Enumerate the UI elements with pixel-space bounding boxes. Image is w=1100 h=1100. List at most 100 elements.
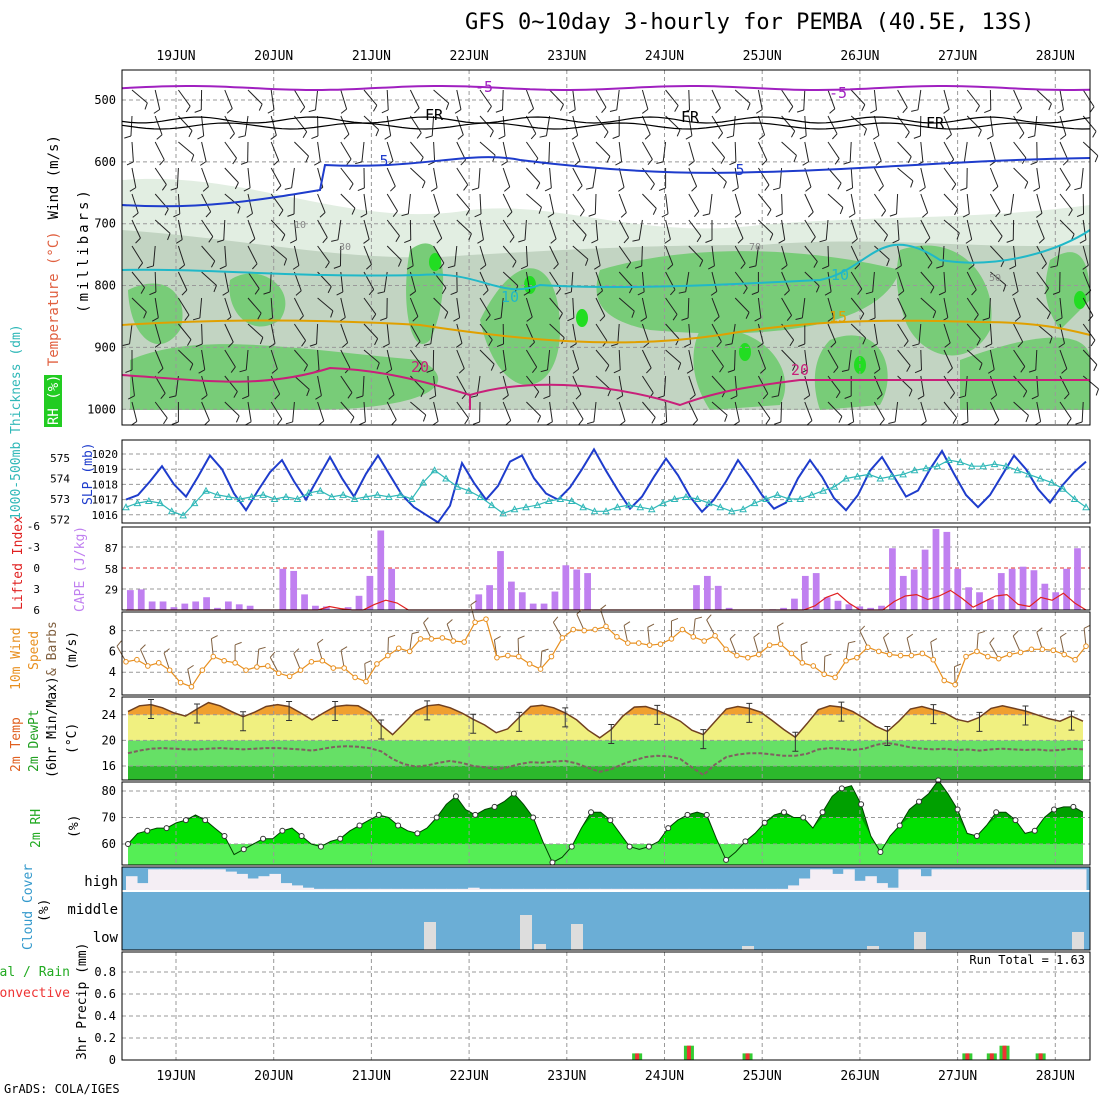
thickness-marker (693, 494, 702, 502)
upper-air-frame (121, 69, 1091, 426)
wind-barb-flag (610, 343, 618, 347)
wind-speed-point (385, 652, 391, 659)
day-label-top: 25JUN (743, 49, 782, 64)
wind-barb (547, 349, 551, 370)
wind-barb (595, 89, 607, 108)
wind-barb (177, 245, 186, 266)
wind-barb-flag (1031, 395, 1039, 400)
wind-barb-flag (202, 186, 209, 192)
wind-barb-flag (366, 264, 372, 270)
wind-barb-flag (456, 342, 463, 348)
wind-barb-flag (336, 291, 344, 296)
wind-speed-point (341, 665, 347, 671)
rh2m-point (356, 822, 363, 829)
wind-barb (1080, 167, 1084, 188)
wind-barb-flag (520, 265, 528, 270)
thickness-marker (202, 486, 210, 494)
wind-barb (361, 141, 365, 162)
wind-barb (1012, 635, 1022, 653)
wind-barb-flag (1028, 369, 1036, 373)
wind-barb-flag (1055, 317, 1063, 322)
wind-barb-flag (205, 211, 212, 218)
wind-barb (1059, 401, 1072, 419)
thickness-marker (145, 497, 153, 505)
wind-barb (293, 89, 306, 108)
thickness-marker (499, 509, 507, 517)
wind-barb-flag (777, 622, 784, 627)
wind-barb-flag (601, 107, 607, 114)
wind-barb-flag (623, 237, 629, 244)
rh2m-point (1070, 803, 1077, 810)
wind-barb-flag (1094, 155, 1099, 163)
wind-barb-flag (325, 261, 330, 269)
grads-credit: GrADS: COLA/IGES (4, 1082, 120, 1096)
wind-speed-point (603, 623, 609, 630)
wind-barb (410, 401, 427, 416)
wind-barb (1010, 193, 1015, 214)
wind-barb (433, 219, 443, 239)
wind-barb-flag (689, 394, 696, 400)
wind-barb-flag (912, 343, 920, 347)
wind-barb (966, 245, 975, 265)
wind-barb-flag (587, 421, 595, 425)
rh2m-point (395, 822, 402, 829)
wind-barb-flag (910, 180, 914, 188)
wind-barb (850, 167, 854, 188)
wind-barb (874, 245, 890, 260)
wind-barb (572, 167, 583, 186)
wind-barb (663, 375, 667, 396)
high-cloud-gap (909, 869, 921, 890)
wind-barb-flag (506, 211, 513, 218)
high-cloud-gap (1030, 869, 1043, 890)
wind-barb-flag (769, 233, 774, 241)
rh2m-tick-label: 70 (102, 811, 116, 825)
precip-convective-bar (686, 1045, 691, 1060)
wind-barb (642, 193, 657, 209)
thickness-marker (682, 492, 690, 500)
wind-barb-flag (892, 239, 900, 244)
wind-speed-point (123, 659, 129, 665)
wind-barb-flag (380, 317, 388, 321)
wind-speed-point (614, 634, 620, 640)
wind-barb (154, 297, 159, 318)
wind-barb (270, 89, 275, 110)
wind-barb-flag (762, 393, 769, 400)
wind-barb (943, 323, 951, 344)
wind-barb-flag (1044, 287, 1049, 295)
cape-bar (573, 569, 581, 610)
wind-barb-flag (708, 265, 715, 270)
wind-barb (850, 297, 865, 314)
wind-barb-flag (195, 343, 203, 348)
wind-barb-flag (363, 238, 370, 244)
wind-barb-flag (824, 291, 832, 296)
wind-barb (479, 323, 493, 341)
temp-minmax-bar (930, 704, 937, 725)
wind-barb-flag (705, 239, 713, 243)
wind-barb (525, 141, 539, 159)
wind-barb (641, 297, 648, 318)
rh-70-region (596, 251, 900, 334)
thickness-marker (133, 499, 142, 507)
wind-barb (641, 323, 650, 344)
wind-barb-flag (905, 131, 910, 139)
wind-barb (850, 89, 866, 105)
wind-barb (711, 115, 724, 134)
wind-barb-flag (844, 395, 852, 399)
ylabel-part: Speed (27, 631, 42, 670)
wind-barb (1059, 349, 1068, 369)
pressure-tick-label: 600 (94, 155, 116, 169)
wind-barb (363, 297, 377, 315)
wind-barb (456, 141, 467, 161)
wind-barb (363, 349, 380, 364)
wind-barb (340, 401, 355, 418)
wind-barb (883, 637, 891, 655)
wind-barb-flag (259, 337, 264, 345)
wind-speed-point (363, 678, 369, 685)
contour-freezing (121, 116, 1091, 124)
thickness-marker (465, 486, 473, 494)
wind-barb-flag (1066, 418, 1072, 425)
wind-barb-flag (1006, 239, 1014, 243)
high-cloud-gap (137, 883, 149, 890)
wind-barb-flag (729, 161, 737, 166)
wind-speed-point (155, 660, 162, 666)
